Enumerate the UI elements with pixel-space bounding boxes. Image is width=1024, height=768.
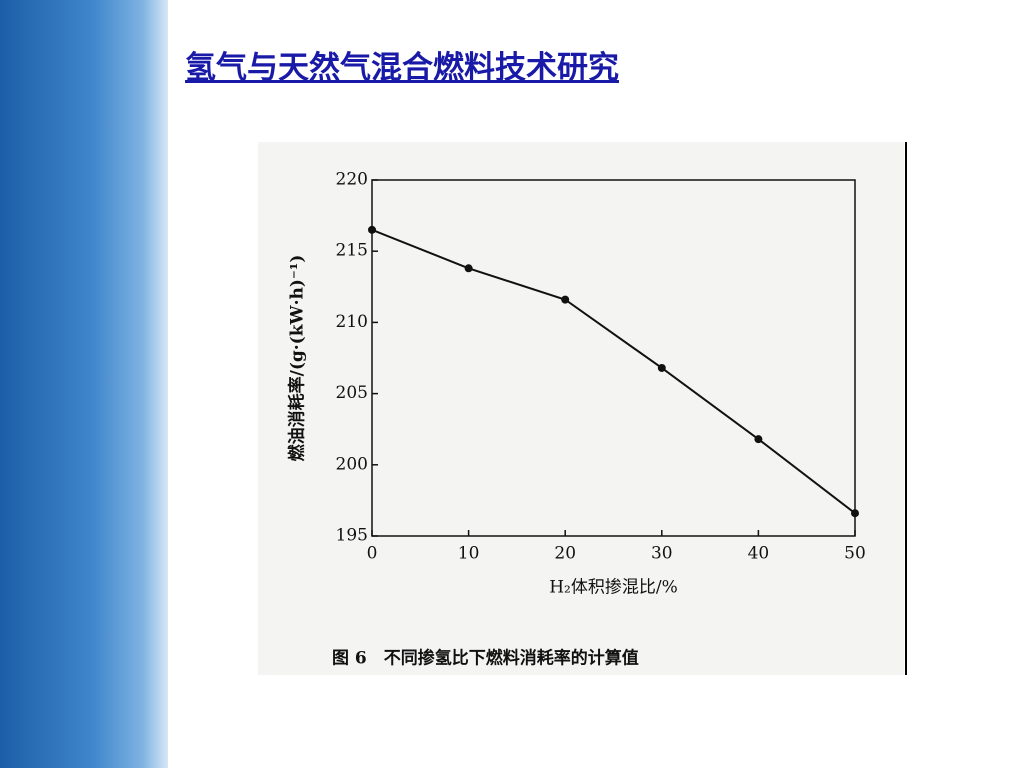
x-tick-label: 0 [367, 544, 378, 564]
data-point [851, 509, 859, 518]
y-tick-label: 205 [336, 383, 368, 403]
decorative-band [0, 0, 168, 768]
x-tick-label: 50 [844, 544, 866, 564]
y-axis-label: 燃油消耗率/(g·(kW·h)⁻¹) [287, 255, 308, 462]
x-axis-label: H₂体积掺混比/% [549, 578, 678, 598]
data-point [657, 363, 666, 372]
data-point [561, 295, 570, 304]
x-tick-label: 20 [554, 544, 576, 564]
y-tick-label: 195 [336, 526, 368, 546]
x-tick-label: 30 [651, 544, 673, 564]
y-tick-label: 200 [336, 454, 368, 474]
caption: 图 6 不同掺氢比下燃料消耗率的计算值 [332, 648, 639, 669]
data-point [464, 264, 473, 273]
plot-frame [371, 179, 856, 537]
data-point [368, 225, 376, 234]
data-point [754, 435, 763, 444]
data-line [371, 228, 856, 515]
chart-background [258, 142, 904, 675]
x-tick-label: 10 [458, 544, 480, 564]
slide-title: 氢气与天然气混合燃料技术研究 [185, 50, 619, 86]
x-tick-label: 40 [748, 544, 770, 564]
y-tick-label: 220 [336, 170, 368, 190]
y-tick-label: 210 [336, 312, 368, 332]
y-tick-label: 215 [336, 241, 368, 261]
